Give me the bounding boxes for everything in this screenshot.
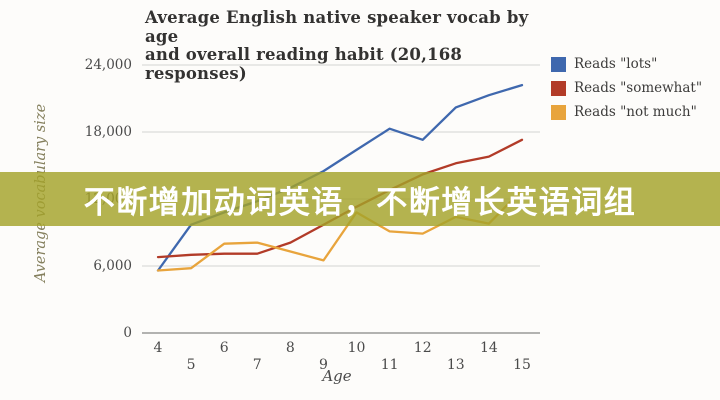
legend-item-reads-somewhat: Reads "somewhat" — [551, 80, 702, 96]
x-tick-label: 8 — [285, 340, 295, 356]
y-tick-label: 6,000 — [93, 258, 132, 274]
x-axis-title: Age — [322, 367, 352, 385]
x-tick-label: 4 — [153, 340, 163, 356]
x-tick-label: 14 — [479, 340, 498, 356]
legend-swatch-orange-icon — [551, 104, 566, 120]
x-tick-label: 13 — [446, 357, 465, 373]
x-tick-label: 9 — [318, 357, 328, 373]
x-tick-label: 5 — [186, 357, 196, 373]
legend-label: Reads "lots" — [574, 56, 658, 72]
x-tick-label: 11 — [380, 357, 399, 373]
chart-legend: Reads "lots" Reads "somewhat" Reads "not… — [551, 56, 702, 128]
y-tick-label: 24,000 — [84, 57, 132, 73]
legend-swatch-blue-icon — [551, 56, 566, 72]
x-tick-label: 6 — [219, 340, 229, 356]
overlay-banner-text: 不断增加动词英语，不断增长英语词组 — [83, 184, 637, 221]
x-tick-label: 15 — [513, 357, 531, 373]
y-tick-label: 18,000 — [84, 124, 132, 140]
legend-item-reads-lots: Reads "lots" — [551, 56, 702, 72]
chart-title: Average English native speaker vocab by … — [145, 8, 565, 83]
chart-title-line2: and overall reading habit (20,168 respon… — [145, 45, 463, 83]
x-tick-label: 12 — [413, 340, 432, 356]
chart-title-line1: Average English native speaker vocab by … — [145, 8, 529, 46]
legend-swatch-red-icon — [551, 80, 566, 96]
legend-item-reads-not-much: Reads "not much" — [551, 104, 702, 120]
y-tick-label: 0 — [123, 325, 132, 341]
x-tick-label: 7 — [252, 357, 262, 373]
x-tick-label: 10 — [347, 340, 366, 356]
legend-label: Reads "somewhat" — [574, 80, 703, 96]
overlay-banner: 不断增加动词英语，不断增长英语词组 — [0, 172, 720, 226]
legend-label: Reads "not much" — [574, 104, 697, 120]
